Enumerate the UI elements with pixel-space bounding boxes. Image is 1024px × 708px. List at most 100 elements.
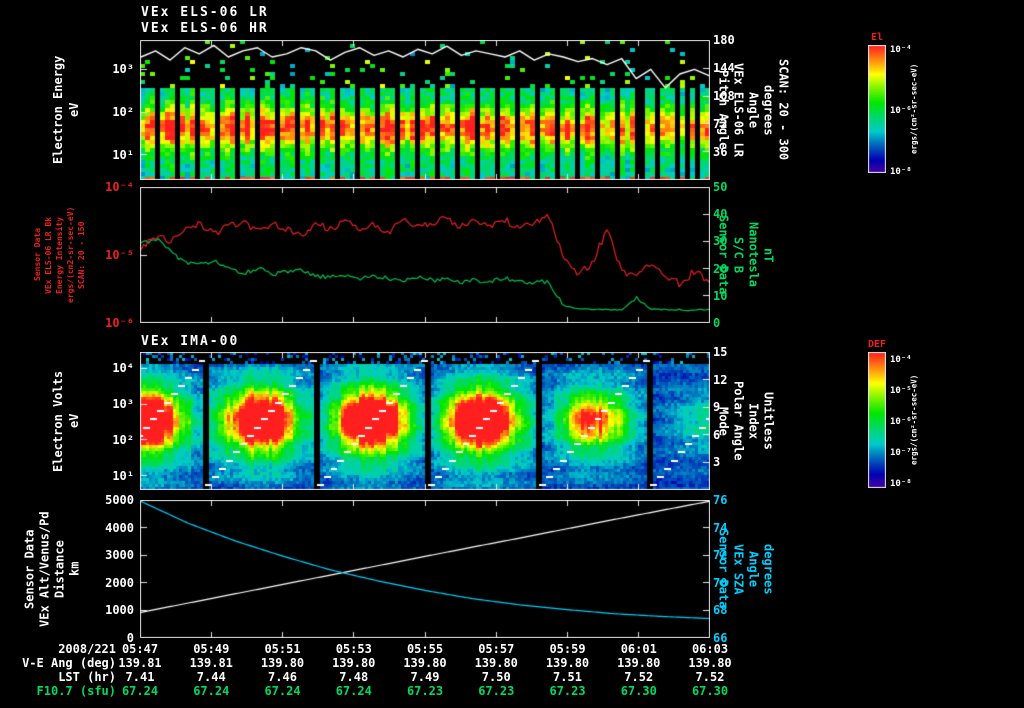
axis-tick-label: 1000 [105,603,134,618]
time-tick-label: 05:51 [264,642,301,656]
colorbar-tick-label: 10⁻⁶ [890,417,912,427]
axis-title: eV [67,102,81,118]
info-row-value: 7.48 [339,670,369,684]
info-row-value: 7.51 [553,670,582,684]
axis-title: Nanotesla [746,222,761,288]
axis-tick-label: 10² [112,432,134,447]
info-row-value: 7.52 [624,670,654,684]
axis-title: Distance [52,540,67,598]
colorbar-tick-label: 10⁻⁷ [890,447,912,458]
axis-tick-label: 10² [112,105,134,120]
info-row-value: 67.24 [335,684,372,698]
info-row-label: LST (hr) [58,670,116,684]
time-tick-label: 05:57 [478,642,515,656]
time-tick-label: 06:01 [620,642,657,656]
colorbar-tick-label: 10⁻⁵ [890,386,912,397]
axis-title: degrees [761,543,776,595]
info-row-value: 139.80 [688,656,732,670]
intensity-bfield-canvas [140,187,710,323]
axis-tick-label: 12 [713,372,728,387]
axis-tick-label: 50 [713,180,728,194]
axis-title: km [67,561,82,577]
ima-colorbar-canvas [868,352,886,488]
axis-tick-label: 74 [713,520,728,535]
info-row-value: 67.24 [121,684,159,698]
axis-tick-label: 70 [713,575,728,590]
axis-tick-label: 2000 [105,575,134,590]
axis-tick-label: 72 [713,548,728,563]
colorbar-units: ergs/(cm²-sr-sec-eV) [909,63,919,155]
info-row-value: 7.46 [268,670,297,684]
axis-title: VEx Alt/Venus/Pd [37,511,52,627]
els-hr-title: VEx ELS-06 HR [141,21,269,36]
axis-tick-label: 3000 [105,548,134,563]
info-row-label: V-E Ang (deg) [22,656,116,670]
axis-tick-label: 10⁻⁴ [105,180,134,194]
info-row-value: 67.24 [193,684,230,698]
ima-title: VEx IMA-00 [141,334,240,349]
els-spectrogram-canvas [140,40,710,180]
colorbar-tick-label: 10⁻⁶ [890,106,912,116]
info-row-value: 139.80 [332,656,376,670]
axis-title: Unitless [761,392,776,450]
axis-tick-label: 15 [713,345,728,359]
info-row-value: 139.80 [617,656,661,670]
info-row-value: 67.23 [478,684,515,698]
colorbar-tick-label: 10⁻⁸ [890,478,912,489]
info-row-value: 67.24 [264,684,301,698]
axis-tick-label: 6 [713,427,721,442]
info-row-value: 139.80 [403,656,447,670]
axis-tick-label: 20 [713,261,728,276]
axis-tick-label: 10³ [112,62,134,77]
time-tick-label: 05:55 [406,642,444,656]
axis-tick-label: 68 [713,603,728,618]
info-row-value: 67.23 [549,684,586,698]
info-row-value: 139.81 [189,656,233,670]
colorbar-title: El [870,32,884,43]
time-tick-label: 05:53 [335,642,372,656]
axis-title: Mode [716,406,731,436]
date-label: 2008/221 [58,642,116,656]
axis-tick-label: 9 [713,400,721,415]
axis-tick-label: 0 [713,316,721,330]
axis-tick-label: 10⁴ [112,361,134,376]
axis-title: eV [67,413,81,429]
axis-title: Index [746,402,761,440]
info-row-value: 7.50 [481,670,511,684]
axis-title: SCAN: 20 - 150 [77,221,86,289]
colorbar-tick-label: 10⁻⁴ [890,45,912,56]
colorbar-tick-label: 10⁻⁴ [890,355,912,366]
info-row-value: 139.80 [260,656,305,670]
axis-title: Electron Volts [51,370,65,472]
time-tick-label: 06:03 [691,642,729,656]
ima-spectrogram-canvas [140,352,710,490]
colorbar-units: ergs/(cm²-sr-sec-eV) [909,374,919,466]
info-row-value: 139.81 [118,656,162,670]
axis-title: nT [761,247,776,263]
axis-title: Energy Intensity [55,216,64,294]
axis-tick-label: 10³ [112,397,134,412]
axis-title: Pitch Angle [716,70,731,150]
axis-tick-label: 4000 [105,520,134,535]
axis-title: Electron Energy [51,55,65,165]
axis-tick-label: 0 [126,631,134,645]
info-row-value: 7.52 [695,670,725,684]
info-row-value: 139.80 [474,656,518,670]
info-row-label: F10.7 (sfu) [36,684,116,698]
axis-tick-label: 5000 [105,493,134,507]
info-row-value: 67.30 [691,684,729,698]
axis-title: Sensor Data [716,529,731,609]
time-tick-label: 05:47 [121,642,159,656]
axis-tick-label: 3 [713,455,721,470]
axis-tick-label: 76 [713,493,728,507]
axis-title: Sensor Data [33,228,42,282]
time-tick-label: 05:49 [193,642,230,656]
els-colorbar-canvas [868,45,886,173]
axis-tick-label: 10⁻⁶ [105,316,134,330]
axis-title: VEx ELS-06 LR [731,63,746,157]
axis-tick-label: 180 [713,33,735,47]
axis-title: Sensor Data [716,215,731,295]
time-tick-label: 05:59 [549,642,586,656]
els-lr-title: VEx ELS-06 LR [141,5,269,20]
